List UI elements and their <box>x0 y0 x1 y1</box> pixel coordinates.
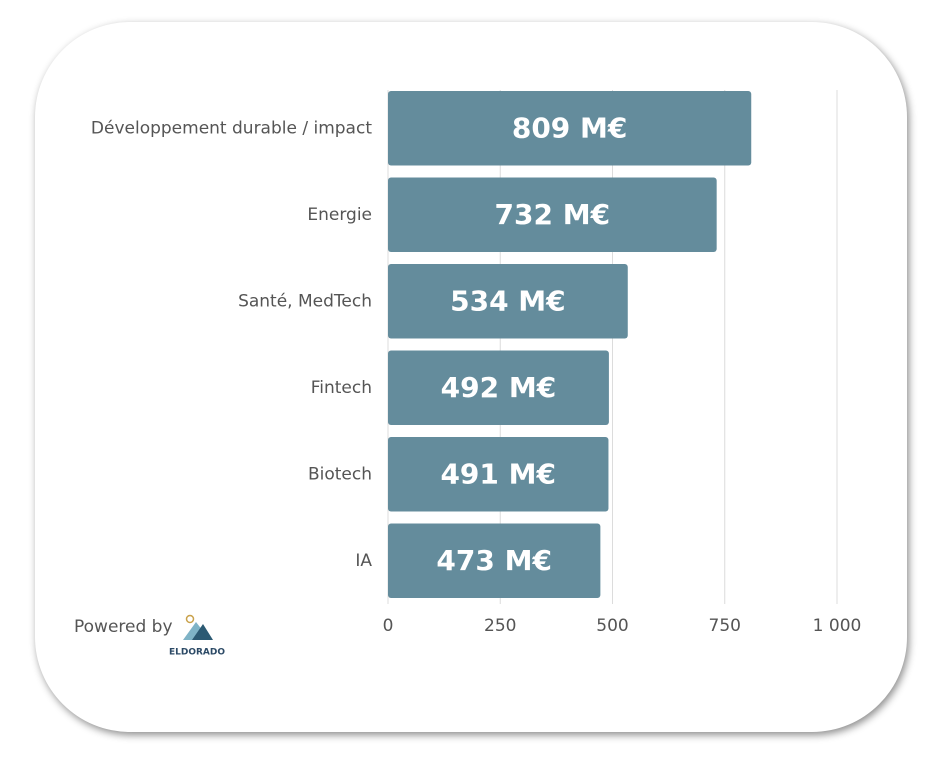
value-label: 473 M€ <box>436 544 552 577</box>
category-label: Santé, MedTech <box>238 291 372 311</box>
value-label: 732 M€ <box>495 198 611 231</box>
bar <box>388 91 752 166</box>
category-label: Développement durable / impact <box>91 118 372 138</box>
category-label: Fintech <box>311 378 372 398</box>
value-label: 809 M€ <box>512 111 628 144</box>
grid <box>387 90 838 604</box>
value-label: 491 M€ <box>440 457 556 490</box>
value-label: 492 M€ <box>441 371 557 404</box>
bar <box>388 437 609 512</box>
x-tick-label: 750 <box>709 616 741 636</box>
bar <box>388 523 601 598</box>
logo <box>183 614 213 640</box>
category-label: Energie <box>307 205 372 225</box>
category-label: IA <box>355 551 372 571</box>
bar <box>388 350 609 425</box>
bar <box>388 264 628 339</box>
category-label: Biotech <box>308 464 372 484</box>
x-tick-label: 1 000 <box>813 616 862 636</box>
bar <box>388 177 717 252</box>
logo-mountain <box>192 624 213 640</box>
logo-sun <box>185 614 195 624</box>
powered-by: Powered by <box>74 617 173 637</box>
value-label: 534 M€ <box>450 284 566 317</box>
brand: ELDORADO <box>169 648 225 658</box>
bars <box>388 91 752 598</box>
x-tick-label: 0 <box>383 616 394 636</box>
x-tick-label: 500 <box>596 616 628 636</box>
x-tick-label: 250 <box>484 616 516 636</box>
